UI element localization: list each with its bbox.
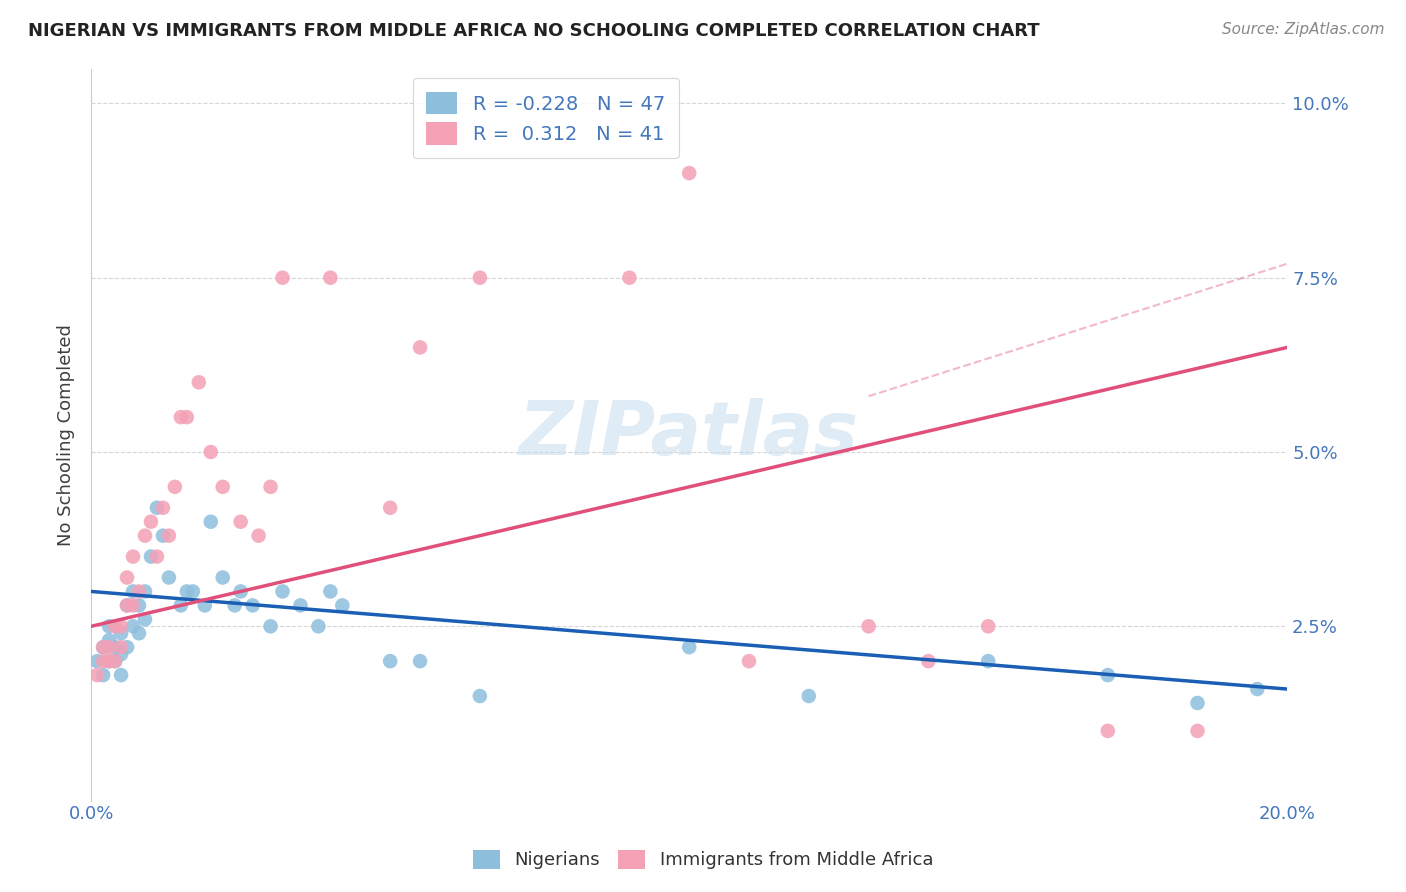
Point <box>1097 668 1119 682</box>
Point <box>678 640 700 655</box>
Point <box>157 529 180 543</box>
Point <box>977 654 1000 668</box>
Point <box>91 654 114 668</box>
Point <box>619 270 641 285</box>
Point <box>176 584 198 599</box>
Point <box>98 654 121 668</box>
Point <box>259 480 281 494</box>
Point <box>858 619 880 633</box>
Point <box>122 584 145 599</box>
Point <box>146 549 169 564</box>
Point <box>468 270 491 285</box>
Point <box>146 500 169 515</box>
Point <box>194 599 217 613</box>
Point <box>200 515 222 529</box>
Point <box>1187 723 1209 738</box>
Point <box>152 500 174 515</box>
Text: ZIPatlas: ZIPatlas <box>519 398 859 471</box>
Point <box>163 480 186 494</box>
Point <box>176 410 198 425</box>
Point <box>98 640 121 655</box>
Point <box>157 570 180 584</box>
Text: Source: ZipAtlas.com: Source: ZipAtlas.com <box>1222 22 1385 37</box>
Point <box>139 515 162 529</box>
Point <box>134 612 156 626</box>
Point <box>187 376 209 390</box>
Point <box>91 640 114 655</box>
Point <box>1097 723 1119 738</box>
Point <box>110 668 132 682</box>
Point <box>380 654 402 668</box>
Point <box>247 529 270 543</box>
Point <box>115 640 138 655</box>
Point <box>224 599 246 613</box>
Point <box>380 500 402 515</box>
Point <box>211 570 233 584</box>
Point <box>797 689 820 703</box>
Point <box>86 654 108 668</box>
Point <box>319 584 342 599</box>
Point <box>409 654 432 668</box>
Point <box>170 410 193 425</box>
Point <box>917 654 939 668</box>
Point <box>122 549 145 564</box>
Point <box>307 619 329 633</box>
Point <box>330 599 353 613</box>
Point <box>104 654 127 668</box>
Point <box>259 619 281 633</box>
Point <box>110 647 132 661</box>
Point <box>91 668 114 682</box>
Point <box>319 270 342 285</box>
Y-axis label: No Schooling Completed: No Schooling Completed <box>58 324 75 546</box>
Point <box>229 584 252 599</box>
Point <box>977 619 1000 633</box>
Point <box>290 599 312 613</box>
Point <box>115 570 138 584</box>
Point <box>229 515 252 529</box>
Point <box>128 584 150 599</box>
Point <box>98 619 121 633</box>
Legend: Nigerians, Immigrants from Middle Africa: Nigerians, Immigrants from Middle Africa <box>464 840 942 879</box>
Point <box>181 584 204 599</box>
Point <box>409 340 432 354</box>
Point <box>134 584 156 599</box>
Point <box>468 689 491 703</box>
Point <box>115 599 138 613</box>
Point <box>98 654 121 668</box>
Point <box>242 599 264 613</box>
Point <box>98 633 121 648</box>
Point <box>152 529 174 543</box>
Point <box>271 584 294 599</box>
Point <box>738 654 761 668</box>
Point <box>1246 681 1268 696</box>
Point <box>110 619 132 633</box>
Point <box>200 445 222 459</box>
Legend: R = -0.228   N = 47, R =  0.312   N = 41: R = -0.228 N = 47, R = 0.312 N = 41 <box>412 78 679 158</box>
Point <box>115 599 138 613</box>
Point <box>86 668 108 682</box>
Point <box>1187 696 1209 710</box>
Point <box>139 549 162 564</box>
Point <box>128 626 150 640</box>
Point <box>122 599 145 613</box>
Point <box>271 270 294 285</box>
Point <box>211 480 233 494</box>
Point <box>91 640 114 655</box>
Point <box>104 654 127 668</box>
Point <box>110 626 132 640</box>
Text: NIGERIAN VS IMMIGRANTS FROM MIDDLE AFRICA NO SCHOOLING COMPLETED CORRELATION CHA: NIGERIAN VS IMMIGRANTS FROM MIDDLE AFRIC… <box>28 22 1040 40</box>
Point <box>678 166 700 180</box>
Point <box>134 529 156 543</box>
Point <box>128 599 150 613</box>
Point <box>104 619 127 633</box>
Point <box>122 619 145 633</box>
Point <box>104 640 127 655</box>
Point <box>170 599 193 613</box>
Point <box>110 640 132 655</box>
